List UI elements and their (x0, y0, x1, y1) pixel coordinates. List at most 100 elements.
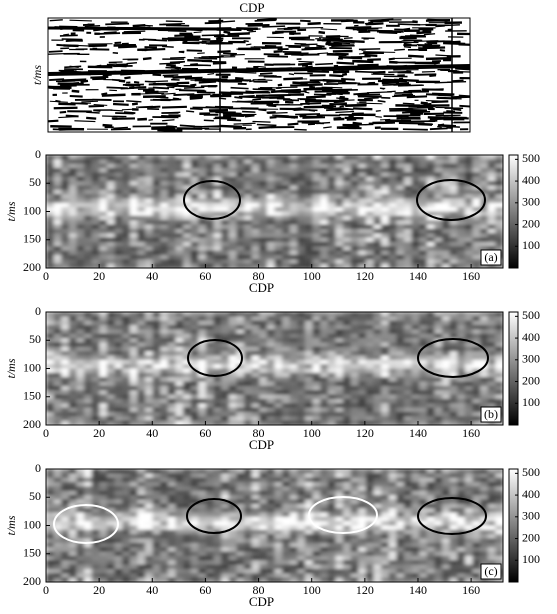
cell (289, 181, 298, 187)
cell (114, 525, 123, 531)
cell (388, 259, 397, 265)
cell (419, 329, 428, 335)
cell (434, 207, 443, 213)
cell (266, 469, 276, 474)
cell (122, 547, 131, 553)
cell (190, 312, 199, 317)
cell (411, 163, 420, 169)
cell (183, 577, 192, 582)
cell (335, 338, 344, 344)
cell (160, 159, 169, 165)
seismic-event (162, 22, 185, 25)
cell (221, 555, 230, 561)
cell (236, 486, 245, 492)
cell (175, 346, 184, 352)
cell (487, 176, 496, 182)
cell (388, 377, 397, 383)
cell (114, 215, 123, 221)
cell (251, 168, 260, 173)
cell (419, 346, 428, 352)
cell (464, 202, 474, 208)
cell (381, 172, 390, 178)
cell (122, 172, 131, 178)
cell (175, 403, 184, 409)
cell (381, 181, 390, 187)
cell (152, 259, 161, 265)
cell (350, 342, 359, 348)
cell (160, 211, 169, 217)
cell (312, 155, 321, 160)
cell (343, 224, 352, 230)
cell (145, 529, 154, 535)
cell (106, 420, 116, 425)
cell (236, 547, 245, 553)
cell (266, 198, 276, 204)
cell (373, 416, 382, 422)
cell (411, 207, 420, 213)
cell (167, 477, 177, 483)
cell (129, 555, 138, 561)
cell (129, 254, 138, 260)
cell (495, 181, 503, 187)
seismic-event (183, 86, 205, 89)
cell (114, 503, 123, 509)
colorbar-tick-label: 200 (522, 216, 540, 230)
cell (46, 211, 55, 217)
cell (152, 228, 161, 234)
cell (221, 220, 230, 226)
cell (175, 577, 184, 582)
seismic-event (370, 19, 390, 23)
seismic-event (258, 108, 267, 112)
cell (99, 316, 108, 322)
cell (198, 329, 207, 335)
cell (388, 202, 397, 208)
cell (449, 346, 458, 352)
cell (373, 377, 382, 383)
cell (350, 390, 359, 396)
cell (426, 333, 436, 339)
cell (289, 220, 298, 226)
cell (373, 241, 382, 247)
cell (84, 185, 93, 191)
cell (228, 564, 238, 570)
cell (76, 407, 85, 413)
cell (388, 342, 397, 348)
cell (320, 194, 329, 200)
cell (145, 325, 154, 330)
cell (289, 547, 298, 553)
cell (76, 325, 85, 330)
cell (137, 390, 146, 396)
cell (175, 568, 184, 574)
cell (76, 525, 85, 531)
cell (464, 159, 474, 165)
seismic-event (82, 23, 95, 27)
cell (266, 486, 276, 492)
cell (68, 555, 78, 561)
cell (289, 198, 298, 204)
cell (99, 381, 108, 387)
cell (91, 416, 100, 422)
cell (236, 534, 245, 540)
cell (61, 237, 70, 243)
cell (480, 241, 489, 247)
cell (457, 329, 466, 335)
cell (403, 320, 413, 326)
cell (297, 259, 306, 265)
cell (320, 403, 329, 409)
cell (198, 338, 207, 344)
cell (91, 420, 100, 425)
cell (472, 181, 481, 187)
cell (396, 372, 405, 378)
cell (335, 377, 344, 383)
cell (244, 355, 253, 361)
cell (365, 329, 375, 335)
cell (251, 486, 260, 492)
cell (152, 346, 161, 352)
cell (99, 542, 108, 548)
cell (457, 342, 466, 348)
seismic-event (326, 52, 347, 57)
cell (84, 155, 93, 160)
seismic-event (316, 44, 325, 48)
cell (312, 359, 321, 365)
cell (99, 312, 108, 317)
